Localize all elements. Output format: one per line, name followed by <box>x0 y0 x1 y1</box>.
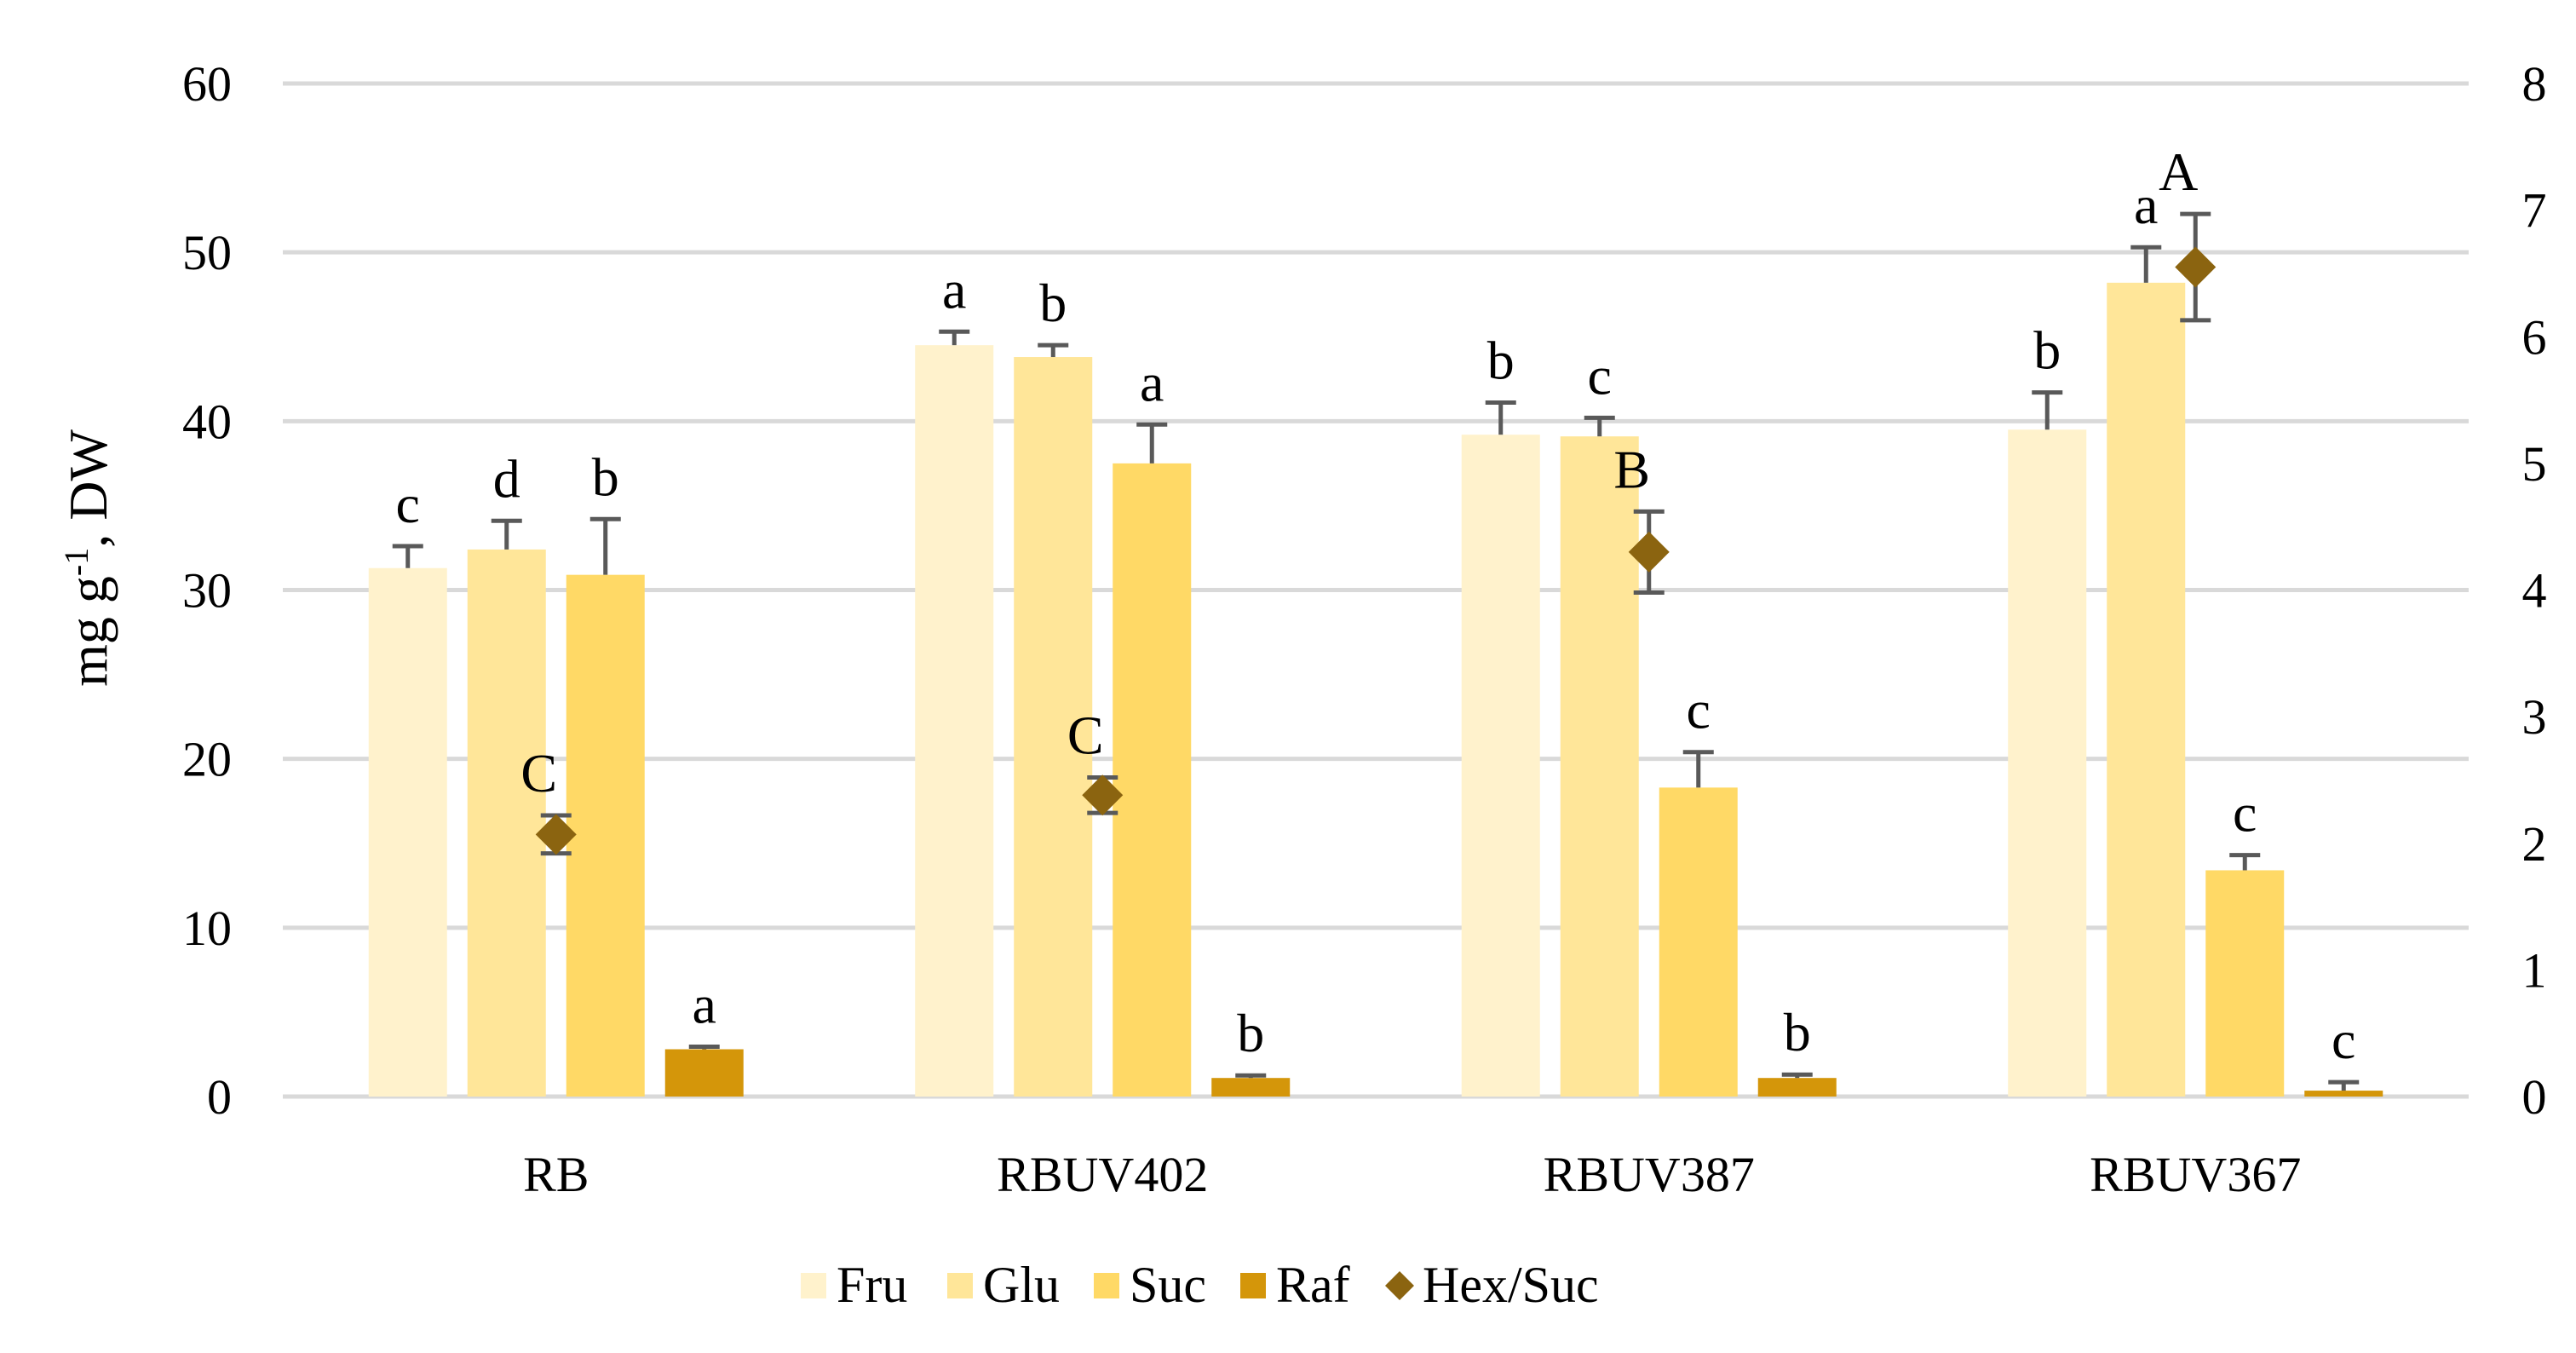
legend-label: Raf <box>1276 1257 1350 1313</box>
significance-letter: b <box>2033 320 2061 381</box>
gridlines <box>283 81 2469 1099</box>
significance-letter: c <box>2233 783 2257 843</box>
hex-suc-marker <box>1628 531 1670 573</box>
hex-suc-marker <box>1082 774 1124 816</box>
y-axis-left-ticks: 0 10 20 30 40 50 60 <box>182 56 232 1125</box>
bar-raf <box>664 1049 744 1097</box>
bar-glu <box>1560 436 1639 1097</box>
y-axis-title: mg g-1, DW <box>57 429 119 687</box>
bar-fru <box>2008 429 2087 1097</box>
hex-significance-letter: A <box>2159 141 2198 202</box>
error-bars <box>392 245 2360 1091</box>
bar-suc <box>566 574 645 1097</box>
category-label: RBUV367 <box>2090 1147 2301 1202</box>
hex-suc-series: C C B A <box>520 141 2217 856</box>
category-labels: RB RBUV402 RBUV387 RBUV367 <box>523 1147 2301 1202</box>
y2-tick-label: 4 <box>2522 563 2547 619</box>
hex-suc-marker <box>2175 246 2217 288</box>
bar-glu <box>467 549 546 1097</box>
bar-suc <box>1113 463 1192 1097</box>
bar-suc <box>2205 870 2285 1097</box>
significance-letter: a <box>693 975 716 1035</box>
y2-tick-label: 1 <box>2522 942 2547 998</box>
y2-tick-label: 5 <box>2522 436 2547 492</box>
y-tick-label: 0 <box>207 1069 232 1125</box>
legend-swatch-raf <box>1240 1273 1266 1298</box>
legend-label: Suc <box>1130 1257 1206 1313</box>
significance-letter: b <box>1487 331 1515 391</box>
bar-raf <box>1211 1078 1291 1097</box>
y-tick-label: 60 <box>182 56 232 112</box>
y-tick-label: 40 <box>182 394 232 449</box>
bar-glu <box>2107 282 2186 1097</box>
significance-letter: c <box>396 474 420 534</box>
bar-raf <box>2304 1091 2383 1097</box>
bar-glu <box>1014 357 1093 1097</box>
legend-label: Hex/Suc <box>1423 1257 1599 1313</box>
legend-swatch-fru <box>801 1273 826 1298</box>
bar-suc <box>1659 787 1738 1097</box>
category-label: RBUV402 <box>997 1147 1208 1202</box>
y-tick-label: 10 <box>182 901 232 956</box>
y-axis-right-ticks: 0 1 2 3 4 5 6 7 8 <box>2522 56 2547 1125</box>
hex-significance-letter: C <box>520 743 557 803</box>
significance-letter: b <box>1237 1003 1264 1063</box>
significance-letters: c d b a a b a b b c c b b a c c <box>396 175 2356 1070</box>
y-tick-label: 50 <box>182 225 232 280</box>
significance-letter: c <box>1687 680 1711 740</box>
hex-significance-letter: B <box>1613 439 1650 499</box>
significance-letter: b <box>1784 1002 1811 1062</box>
category-label: RB <box>523 1147 589 1202</box>
category-label: RBUV387 <box>1544 1147 1755 1202</box>
significance-letter: c <box>2332 1010 2355 1070</box>
significance-letter: d <box>493 448 520 509</box>
y2-tick-label: 6 <box>2522 309 2547 365</box>
bar-raf <box>1757 1078 1837 1097</box>
legend-label: Fru <box>837 1257 907 1313</box>
bar-fru <box>1461 435 1540 1097</box>
legend: Fru Glu Suc Raf Hex/Suc <box>801 1257 1599 1313</box>
bar-fru <box>915 345 994 1097</box>
hex-suc-marker <box>535 814 577 855</box>
y-tick-label: 30 <box>182 563 232 619</box>
bars <box>368 282 2383 1097</box>
significance-letter: a <box>2134 175 2158 235</box>
bar-fru <box>368 567 447 1097</box>
significance-letter: a <box>942 259 966 320</box>
legend-swatch-glu <box>947 1273 973 1298</box>
legend-label: Glu <box>983 1257 1060 1313</box>
significance-letter: b <box>592 446 619 507</box>
y-tick-label: 20 <box>182 732 232 787</box>
significance-letter: b <box>1039 273 1067 333</box>
legend-swatch-suc <box>1094 1273 1119 1298</box>
y2-tick-label: 0 <box>2522 1069 2547 1125</box>
significance-letter: a <box>1140 352 1164 412</box>
hex-significance-letter: C <box>1067 705 1104 765</box>
y2-tick-label: 2 <box>2522 816 2547 872</box>
significance-letter: c <box>1588 345 1612 406</box>
y2-tick-label: 8 <box>2522 56 2547 112</box>
y2-tick-label: 3 <box>2522 689 2547 745</box>
y2-tick-label: 7 <box>2522 183 2547 239</box>
legend-swatch-hex-suc <box>1385 1271 1414 1300</box>
